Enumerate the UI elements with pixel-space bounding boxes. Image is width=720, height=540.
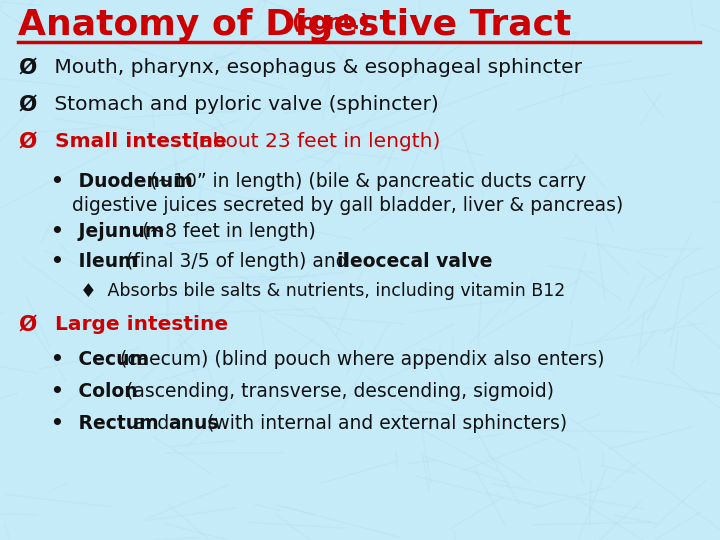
Text: Ø: Ø [18,58,37,78]
Text: Duodenum: Duodenum [72,172,193,191]
Text: Mouth, pharynx, esophagus & esophageal sphincter: Mouth, pharynx, esophagus & esophageal s… [48,58,582,77]
Text: and: and [128,414,176,433]
Text: Large intestine: Large intestine [48,315,228,334]
Text: Anatomy of Digestive Tract: Anatomy of Digestive Tract [18,8,572,42]
Text: •: • [50,222,63,241]
Text: (final 3/5 of length) and: (final 3/5 of length) and [120,252,354,271]
Text: Cecum: Cecum [72,350,149,369]
Text: (about 23 feet in length): (about 23 feet in length) [186,132,441,151]
Text: digestive juices secreted by gall bladder, liver & pancreas): digestive juices secreted by gall bladde… [72,196,624,215]
Text: ♦: ♦ [80,282,96,301]
Text: ileocecal valve: ileocecal valve [337,252,492,271]
Text: Ø: Ø [18,315,37,335]
Text: (~10” in length) (bile & pancreatic ducts carry: (~10” in length) (bile & pancreatic duct… [144,172,587,191]
Text: (caecum) (blind pouch where appendix also enters): (caecum) (blind pouch where appendix als… [120,350,605,369]
Text: Small intestine: Small intestine [48,132,227,151]
Text: (ascending, transverse, descending, sigmoid): (ascending, transverse, descending, sigm… [120,382,554,401]
Text: Jejunum: Jejunum [72,222,164,241]
Text: Ileum: Ileum [72,252,138,271]
Text: (with internal and external sphincters): (with internal and external sphincters) [200,414,567,433]
Text: Absorbs bile salts & nutrients, including vitamin B12: Absorbs bile salts & nutrients, includin… [102,282,565,300]
Text: Ø: Ø [18,95,37,115]
Text: •: • [50,252,63,271]
Text: Rectum: Rectum [72,414,158,433]
Text: Colon: Colon [72,382,138,401]
Text: Ø: Ø [18,132,37,152]
Text: •: • [50,414,63,433]
Text: anus: anus [168,414,219,433]
Text: •: • [50,382,63,401]
Text: (~8 feet in length): (~8 feet in length) [136,222,316,241]
Text: •: • [50,172,63,191]
Text: (cont.): (cont.) [291,13,369,33]
Text: Stomach and pyloric valve (sphincter): Stomach and pyloric valve (sphincter) [48,95,438,114]
Text: •: • [50,350,63,369]
